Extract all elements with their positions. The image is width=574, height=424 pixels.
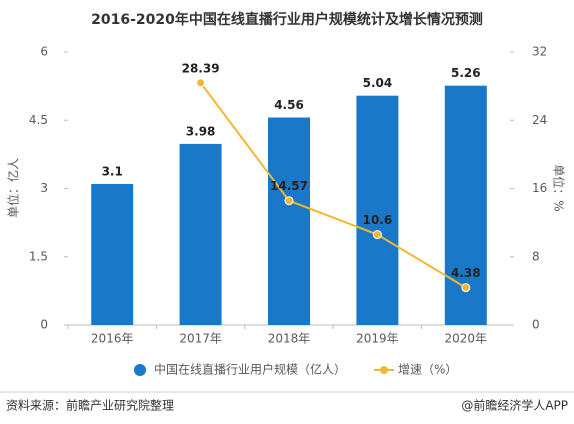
line-value-label: 4.38 <box>451 266 481 280</box>
line-point <box>196 78 206 88</box>
line-value-label: 28.39 <box>182 61 220 75</box>
x-tick-label: 2020年 <box>445 332 488 346</box>
y2-tick-label: 32 <box>532 45 547 59</box>
y2-tick-label: 24 <box>532 113 547 127</box>
x-tick-label: 2018年 <box>268 332 311 346</box>
y2-axis-label: 单位：% <box>552 164 567 211</box>
legend-swatch <box>380 366 389 374</box>
line-value-label: 10.6 <box>363 213 393 227</box>
y-tick-label: 4.5 <box>29 113 48 127</box>
y2-tick-label: 0 <box>532 318 540 332</box>
brand: @前瞻经济学人APP <box>461 398 568 413</box>
line-value-label: 14.57 <box>270 179 308 193</box>
bar-value-label: 5.26 <box>451 66 481 80</box>
y2-tick-label: 16 <box>532 181 547 195</box>
x-tick-label: 2016年 <box>91 332 134 346</box>
bar-value-label: 5.04 <box>363 76 393 90</box>
bar <box>356 95 399 326</box>
y-tick-label: 3 <box>40 181 48 195</box>
line-point <box>372 230 382 240</box>
bar <box>91 183 134 325</box>
y-tick-label: 6 <box>40 45 48 59</box>
bar <box>268 117 310 326</box>
bar <box>179 143 222 325</box>
line-point <box>284 196 294 206</box>
line-point <box>461 283 471 293</box>
y-tick-label: 1.5 <box>29 249 48 263</box>
x-tick-label: 2017年 <box>179 332 222 346</box>
bar-value-label: 3.1 <box>102 164 123 178</box>
x-tick-label: 2019年 <box>356 332 399 346</box>
bar-value-label: 3.98 <box>186 124 216 138</box>
legend-label: 增速（%） <box>398 363 457 377</box>
y2-tick-label: 8 <box>532 249 540 263</box>
source: 资料来源：前瞻产业研究院整理 <box>6 398 174 413</box>
line <box>199 82 467 289</box>
legend-label: 中国在线直播行业用户规模（亿人） <box>154 362 346 377</box>
y-tick-label: 0 <box>40 318 48 332</box>
bar-value-label: 4.56 <box>274 98 304 112</box>
legend-swatch <box>134 364 146 376</box>
chart-title: 2016-2020年中国在线直播行业用户规模统计及增长情况预测 <box>91 11 483 28</box>
y-axis-label: 单位：亿人 <box>6 158 21 218</box>
